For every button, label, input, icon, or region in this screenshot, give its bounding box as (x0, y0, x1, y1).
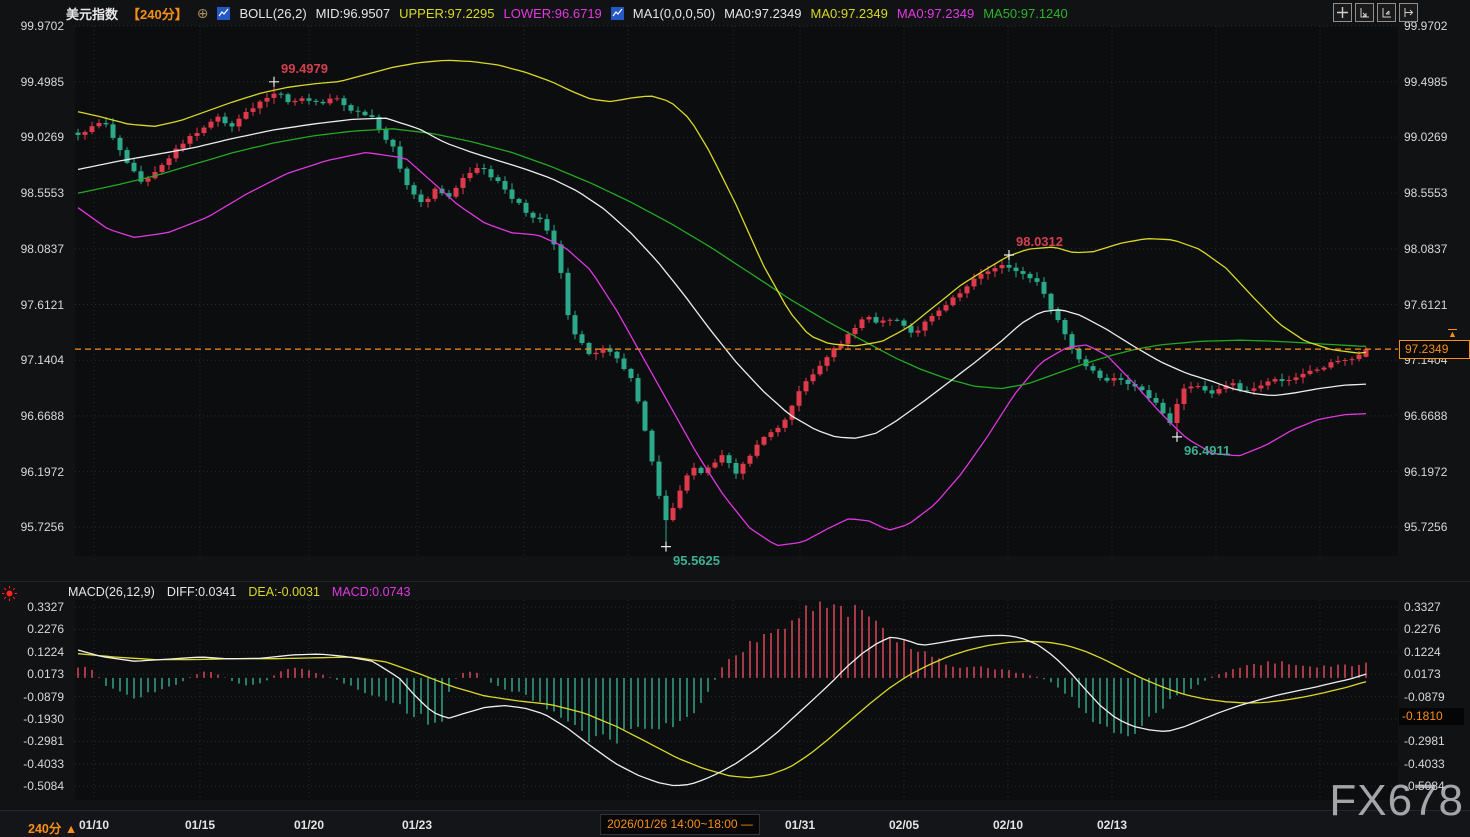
extreme-cross-icon (1172, 431, 1182, 442)
macd-axis-label-left: -0.5084 (23, 779, 64, 794)
ma0-white-value: MA0:97.2349 (724, 5, 802, 21)
macd-header: MACD(26,12,9) DIFF:0.0341 DEA:-0.0031 MA… (68, 585, 410, 599)
brand-watermark: FX678 (1329, 776, 1464, 825)
macd-axis-label-left: 0.1224 (27, 644, 64, 659)
macd-axis-label-right: 0.1224 (1404, 644, 1441, 659)
price-axis-label-right: 99.4985 (1404, 74, 1448, 89)
price-axis-label-left: 97.6121 (20, 297, 64, 312)
crosshair-date-marker: 2026/01/26 14:00~18:00 — (600, 814, 760, 835)
price-axis-label-left: 99.0269 (20, 130, 64, 145)
ma-title: MA1(0,0,0,50) (632, 5, 716, 21)
ma0-yellow-value: MA0:97.2349 (810, 5, 888, 21)
swing-low-annotation: 96.4911 (1184, 442, 1231, 458)
indicator-alert-icon[interactable] (2, 586, 17, 606)
boll-title: BOLL(26,2) (239, 5, 307, 21)
price-axis-label-right: 97.6121 (1404, 297, 1448, 312)
macd-axis-label-left: -0.0879 (23, 689, 64, 704)
macd-axis-label-left: -0.1930 (23, 712, 64, 726)
period-selector[interactable]: 240分 ▲ (28, 822, 78, 836)
price-axis-label-right: 95.7256 (1404, 520, 1448, 535)
price-axis-label-left: 98.0837 (20, 241, 64, 256)
macd-axis-label-right: -0.4033 (1404, 756, 1445, 771)
swing-low-annotation: 95.5625 (673, 552, 720, 568)
macd-diff-value: DIFF:0.0341 (166, 585, 237, 599)
macd-axis-label-right: 0.0173 (1404, 667, 1441, 682)
axis-zoom-out-icon[interactable] (1377, 3, 1396, 22)
extreme-cross-icon (269, 76, 279, 87)
legend-bar: 美元指数 【240分】 ⊕ BOLL(26,2) MID:96.9507 UPP… (66, 0, 1068, 26)
x-axis-tick: 02/10 (992, 818, 1024, 832)
macd-axis-label-left: -0.4033 (23, 756, 64, 771)
price-axis-label-left: 98.5553 (20, 186, 64, 201)
ma-indicator-icon[interactable] (610, 6, 624, 20)
price-axis-label-right: 99.0269 (1404, 130, 1448, 145)
x-axis-tick: 01/20 (293, 818, 325, 832)
macd-title: MACD(26,12,9) (68, 585, 155, 599)
price-axis-label-right: 98.0837 (1404, 241, 1448, 256)
price-axis-label-left: 96.1972 (20, 464, 64, 479)
x-axis-tick: 01/10 (78, 818, 110, 832)
instrument-name: 美元指数 (66, 6, 119, 22)
axis-zoom-in-icon[interactable] (1355, 3, 1374, 22)
boll-indicator-icon[interactable] (217, 6, 231, 20)
x-axis-bar: 240分 ▲ 2026/01/26 14:00~18:00 — 01/10 01/… (0, 810, 1470, 837)
x-axis-tick: 02/13 (1096, 818, 1128, 832)
price-up-arrow-icon: ▲ (1448, 329, 1457, 340)
ma50-value: MA50:97.1240 (983, 5, 1068, 21)
boll-mid-value: MID:96.9507 (315, 5, 391, 21)
indicator-settings-icon[interactable]: ⊕ (196, 5, 209, 21)
ma0-magenta-value: MA0:97.2349 (896, 5, 975, 21)
macd-crosshair-marker: -0.1810 (1399, 707, 1464, 725)
extreme-cross-icon (1004, 250, 1014, 260)
boll-upper-value: UPPER:97.2295 (399, 5, 495, 21)
last-price-marker: 97.2349 (1399, 340, 1470, 360)
price-axis-label-right: 99.9702 (1404, 19, 1448, 33)
macd-axis-label-left: 0.0173 (27, 667, 64, 682)
swing-high-annotation: 98.0312 (1016, 234, 1063, 249)
price-axis-label-left: 96.6688 (20, 408, 64, 423)
x-axis-tick: 01/15 (184, 818, 216, 832)
macd-axis-label-right: 0.2276 (1404, 622, 1441, 637)
crosshair-tool-icon[interactable] (1333, 3, 1352, 22)
price-axis-label-left: 95.7256 (20, 520, 64, 535)
price-axis-label-left: 99.9702 (20, 19, 64, 33)
pan-right-icon[interactable] (1399, 3, 1418, 22)
x-axis-tick: 02/05 (888, 818, 920, 832)
macd-axis-label-right: -0.2981 (1404, 734, 1445, 749)
macd-axis-label-left: 0.2276 (27, 622, 64, 637)
chart-toolbar (1333, 3, 1418, 22)
macd-dea-value: DEA:-0.0031 (248, 585, 320, 599)
price-axis-label-left: 99.4985 (20, 74, 64, 89)
x-axis-tick: 01/31 (784, 818, 816, 832)
swing-high-annotation: 99.4979 (281, 60, 328, 76)
price-axis-label-left: 97.1404 (20, 353, 64, 368)
macd-axis-label-right: 0.3327 (1404, 600, 1441, 614)
macd-axis-label-right: -0.0879 (1404, 689, 1445, 704)
price-axis-label-right: 96.1972 (1404, 464, 1448, 479)
panel-separator (0, 581, 1470, 582)
macd-axis-label-left: -0.2981 (23, 734, 64, 749)
macd-axis-label-left: 0.3327 (27, 600, 64, 614)
timeframe-label[interactable]: 【240分】 (127, 6, 188, 22)
boll-lower-value: LOWER:96.6719 (503, 5, 602, 21)
price-axis-label-right: 98.5553 (1404, 186, 1448, 201)
x-axis-tick: 01/23 (401, 818, 433, 832)
extreme-cross-icon (661, 541, 671, 552)
price-axis-label-right: 96.6688 (1404, 408, 1448, 423)
macd-axis-label-right: -0.5084 (1404, 779, 1445, 794)
macd-macd-value: MACD:0.0743 (331, 585, 411, 599)
